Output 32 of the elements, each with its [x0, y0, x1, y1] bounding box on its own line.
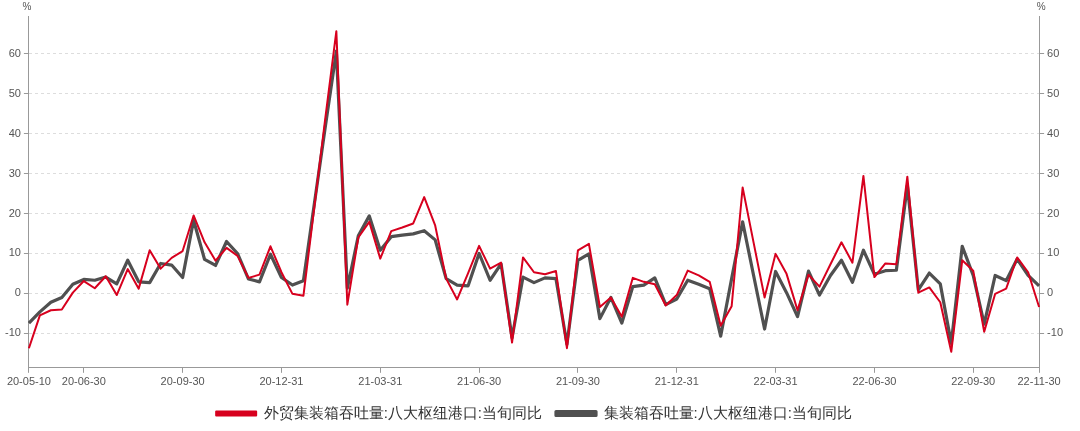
- x-tick-label: 20-05-10: [6, 375, 51, 388]
- x-tick-label: 20-06-30: [61, 375, 106, 388]
- y2-tick-label: 10: [1047, 246, 1060, 259]
- y2-tick-label: 20: [1047, 206, 1060, 219]
- y-tick-label: 60: [8, 46, 21, 59]
- x-tick-label: 20-12-31: [259, 375, 304, 388]
- x-tick-label: 22-09-30: [951, 375, 996, 388]
- legend-label: 外贸集装箱吞吐量:八大枢纽港口:当旬同比: [263, 403, 543, 421]
- y2-tick-label: 40: [1047, 126, 1060, 139]
- x-tick-label: 21-09-30: [555, 375, 600, 388]
- y-tick-label: -10: [4, 326, 21, 339]
- x-tick-label: 21-03-31: [358, 375, 403, 388]
- y2-tick-label: -10: [1047, 326, 1064, 339]
- y-tick-label: 0: [14, 286, 21, 299]
- y-tick-label: 10: [8, 246, 21, 259]
- y2-tick-label: 30: [1047, 166, 1060, 179]
- x-tick-label: 22-11-30: [1017, 375, 1061, 388]
- y2-tick-label: 0: [1047, 286, 1054, 299]
- y-tick-label: 40: [8, 126, 21, 139]
- y2-tick-label: 50: [1047, 86, 1060, 99]
- x-tick-label: 22-03-31: [753, 375, 798, 388]
- x-tick-label: 21-12-31: [654, 375, 699, 388]
- y-tick-label: 20: [8, 206, 21, 219]
- x-tick-label: 21-06-30: [457, 375, 502, 388]
- y2-tick-label: 60: [1047, 46, 1060, 59]
- x-tick-label: 22-06-30: [852, 375, 897, 388]
- y-tick-label: 30: [8, 166, 21, 179]
- y2-axis-title: %: [1036, 0, 1046, 12]
- legend-label: 集装箱吞吐量:八大枢纽港口:当旬同比: [603, 403, 852, 421]
- y-axis-title: %: [22, 0, 32, 12]
- x-tick-label: 20-09-30: [160, 375, 205, 388]
- y-tick-label: 50: [8, 86, 21, 99]
